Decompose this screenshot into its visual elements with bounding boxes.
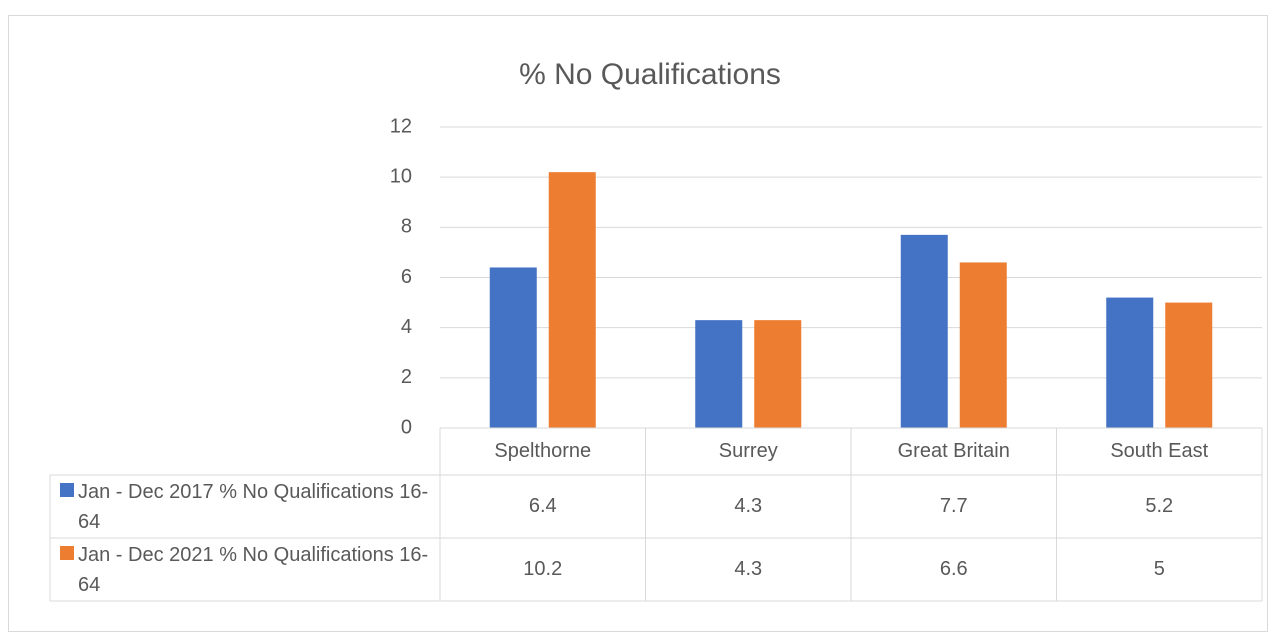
bar: [695, 320, 743, 428]
legend-key: [60, 483, 74, 497]
table-value: 6.6: [940, 558, 968, 580]
table-value: 4.3: [734, 495, 762, 517]
legend-label: Jan - Dec 2017 % No Qualifications 16-64: [78, 480, 429, 533]
table-value: 5: [1154, 558, 1165, 580]
legend-entry: Jan - Dec 2021 % No Qualifications 16-64: [60, 538, 436, 601]
table-value: 10.2: [523, 558, 562, 580]
y-tick-label: 6: [401, 266, 412, 288]
bar: [1165, 302, 1213, 428]
legend-label: Jan - Dec 2021 % No Qualifications 16-64: [78, 543, 429, 596]
table-value: 6.4: [529, 495, 557, 517]
legend-cell: Jan - Dec 2021 % No Qualifications 16-64: [60, 538, 436, 601]
table-value: 7.7: [940, 495, 968, 517]
bar: [489, 267, 537, 428]
y-tick-label: 4: [401, 316, 412, 338]
table-value: 4.3: [734, 558, 762, 580]
bar: [1106, 297, 1154, 428]
x-tick-label: Surrey: [719, 440, 778, 462]
x-tick-label: Spelthorne: [494, 440, 591, 462]
chart-title: % No Qualifications: [519, 58, 781, 91]
table-value: 5.2: [1145, 495, 1173, 517]
legend-cell: Jan - Dec 2017 % No Qualifications 16-64: [60, 475, 436, 538]
y-tick-label: 8: [401, 216, 412, 238]
x-tick-label: Great Britain: [898, 440, 1010, 462]
y-tick-label: 10: [390, 165, 412, 187]
y-tick-label: 12: [390, 115, 412, 137]
legend-key: [60, 546, 74, 560]
bar: [548, 172, 596, 428]
bar: [754, 320, 802, 428]
legend-entry: Jan - Dec 2017 % No Qualifications 16-64: [60, 475, 436, 538]
bar: [959, 262, 1007, 428]
bar: [900, 234, 948, 428]
x-tick-label: South East: [1110, 440, 1208, 462]
y-tick-label: 0: [401, 416, 412, 438]
chart-border: [8, 15, 1268, 632]
y-tick-label: 2: [401, 366, 412, 388]
